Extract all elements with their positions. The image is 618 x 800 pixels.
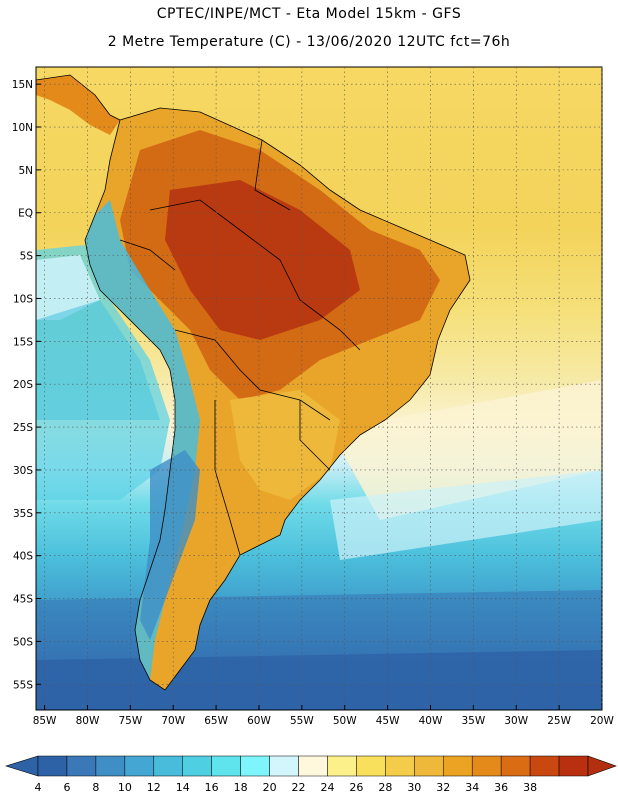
colorbar-label: 12 — [147, 781, 161, 794]
colorbar-label: 8 — [92, 781, 99, 794]
colorbar-label: 24 — [320, 781, 334, 794]
lon-tick-label: 80W — [76, 715, 100, 727]
colorbar-label: 28 — [378, 781, 392, 794]
colorbar-label: 22 — [292, 781, 306, 794]
latitude-labels: 15N 10N 5N EQ 5S 10S 15S 20S 25S 30S 35S 40S 45S 50S 5… — [12, 79, 34, 691]
colorbar-label: 6 — [63, 781, 70, 794]
lon-tick-label: 35W — [461, 715, 485, 727]
colorbar-swatch — [356, 755, 386, 777]
colorbar-swatch — [529, 755, 560, 777]
lon-tick-label: 85W — [33, 715, 57, 727]
colorbar-swatch — [327, 755, 357, 777]
lat-tick-label: 10S — [13, 293, 33, 305]
colorbar-label: 20 — [263, 781, 277, 794]
lon-tick-label: 75W — [118, 715, 142, 727]
lat-tick-label: 30S — [13, 465, 33, 477]
lon-tick-label: 25W — [547, 715, 571, 727]
colorbar-label: 26 — [349, 781, 363, 794]
colorbar-swatch — [240, 755, 270, 777]
lat-tick-label: 25S — [13, 422, 33, 434]
lon-tick-label: 70W — [161, 715, 185, 727]
colorbar-label: 32 — [436, 781, 450, 794]
colorbar-label: 18 — [234, 781, 248, 794]
lat-tick-label: 20S — [13, 379, 33, 391]
temperature-field — [36, 67, 602, 710]
colorbar-min-arrow — [4, 755, 39, 777]
lat-tick-label: 15N — [12, 79, 33, 91]
colorbar-swatch — [443, 755, 473, 777]
lon-tick-label: 45W — [376, 715, 400, 727]
colorbar-swatch — [95, 755, 126, 777]
colorbar-swatch — [124, 755, 155, 777]
map-frame — [35, 66, 603, 711]
lon-tick-label: 50W — [333, 715, 357, 727]
colorbar-swatch — [471, 755, 502, 777]
lat-tick-label: 5N — [18, 165, 33, 177]
colorbar-label: 10 — [118, 781, 132, 794]
lon-tick-label: 55W — [290, 715, 314, 727]
lat-tick-label: 55S — [13, 679, 33, 691]
map-title: CPTEC/INPE/MCT - Eta Model 15km - GFS — [156, 6, 462, 22]
colorbar-swatch — [500, 755, 531, 777]
lat-tick-label: 10N — [12, 122, 33, 134]
colorbar-label: 36 — [494, 781, 508, 794]
graticule — [36, 67, 603, 710]
colorbar-swatch — [298, 755, 328, 777]
colorbar-label: 34 — [465, 781, 479, 794]
colorbar-swatch — [269, 755, 299, 777]
colorbar-label: 38 — [523, 781, 537, 794]
colorbar-swatch — [414, 755, 444, 777]
lat-tick-label: 40S — [13, 551, 33, 563]
colorbar-swatch — [182, 755, 212, 777]
lon-tick-label: 65W — [204, 715, 228, 727]
colorbar-swatch — [37, 755, 68, 777]
longitude-labels: 85W 80W 75W 70W 65W 60W 55W 50W 45W 40W 35W 30W 25W 2… — [33, 715, 615, 727]
colorbar-swatch — [385, 755, 415, 777]
colorbar-swatch — [558, 755, 589, 777]
lat-tick-label: EQ — [18, 208, 33, 220]
colorbar: 4 6 8 10 12 14 16 18 20 22 24 26 28 30 32 34 36 38 — [4, 755, 617, 794]
colorbar-swatch — [211, 755, 241, 777]
lon-tick-label: 60W — [247, 715, 271, 727]
lat-tick-label: 15S — [13, 336, 33, 348]
map-subtitle: 2 Metre Temperature (C) - 13/06/2020 12U… — [107, 34, 511, 50]
colorbar-label: 4 — [35, 781, 42, 794]
colorbar-swatch — [153, 755, 183, 777]
colorbar-label: 30 — [407, 781, 421, 794]
lon-tick-label: 30W — [504, 715, 528, 727]
lat-tick-label: 50S — [13, 636, 33, 648]
country-borders — [36, 74, 471, 691]
colorbar-label: 16 — [205, 781, 219, 794]
lat-tick-label: 45S — [13, 594, 33, 606]
colorbar-swatch — [66, 755, 97, 777]
lat-tick-label: 5S — [20, 251, 34, 263]
lat-tick-label: 35S — [13, 508, 33, 520]
colorbar-label: 14 — [176, 781, 190, 794]
lon-tick-label: 20W — [590, 715, 614, 727]
lon-tick-label: 40W — [419, 715, 443, 727]
colorbar-max-arrow — [587, 755, 617, 777]
